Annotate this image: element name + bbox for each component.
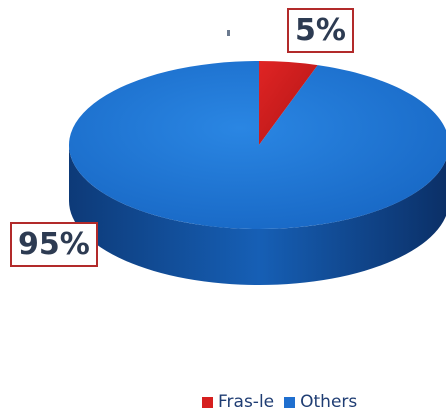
legend-swatch-fras-le — [202, 396, 213, 408]
legend-swatch-others — [284, 396, 296, 408]
pie-slice-others — [69, 61, 446, 229]
legend-item-others: Others — [284, 392, 357, 412]
legend: Fras-le Others — [202, 392, 357, 412]
legend-item-fras-le: Fras-le — [202, 392, 274, 412]
legend-label-others: Others — [300, 392, 358, 412]
top-mark-left — [227, 30, 230, 36]
data-label-fras-le: 5% — [287, 8, 354, 53]
data-label-others: 95% — [10, 222, 98, 267]
pie-side-wall — [69, 145, 446, 285]
legend-label-fras-le: Fras-le — [218, 392, 275, 412]
pie-slice-fras-le — [259, 61, 318, 145]
